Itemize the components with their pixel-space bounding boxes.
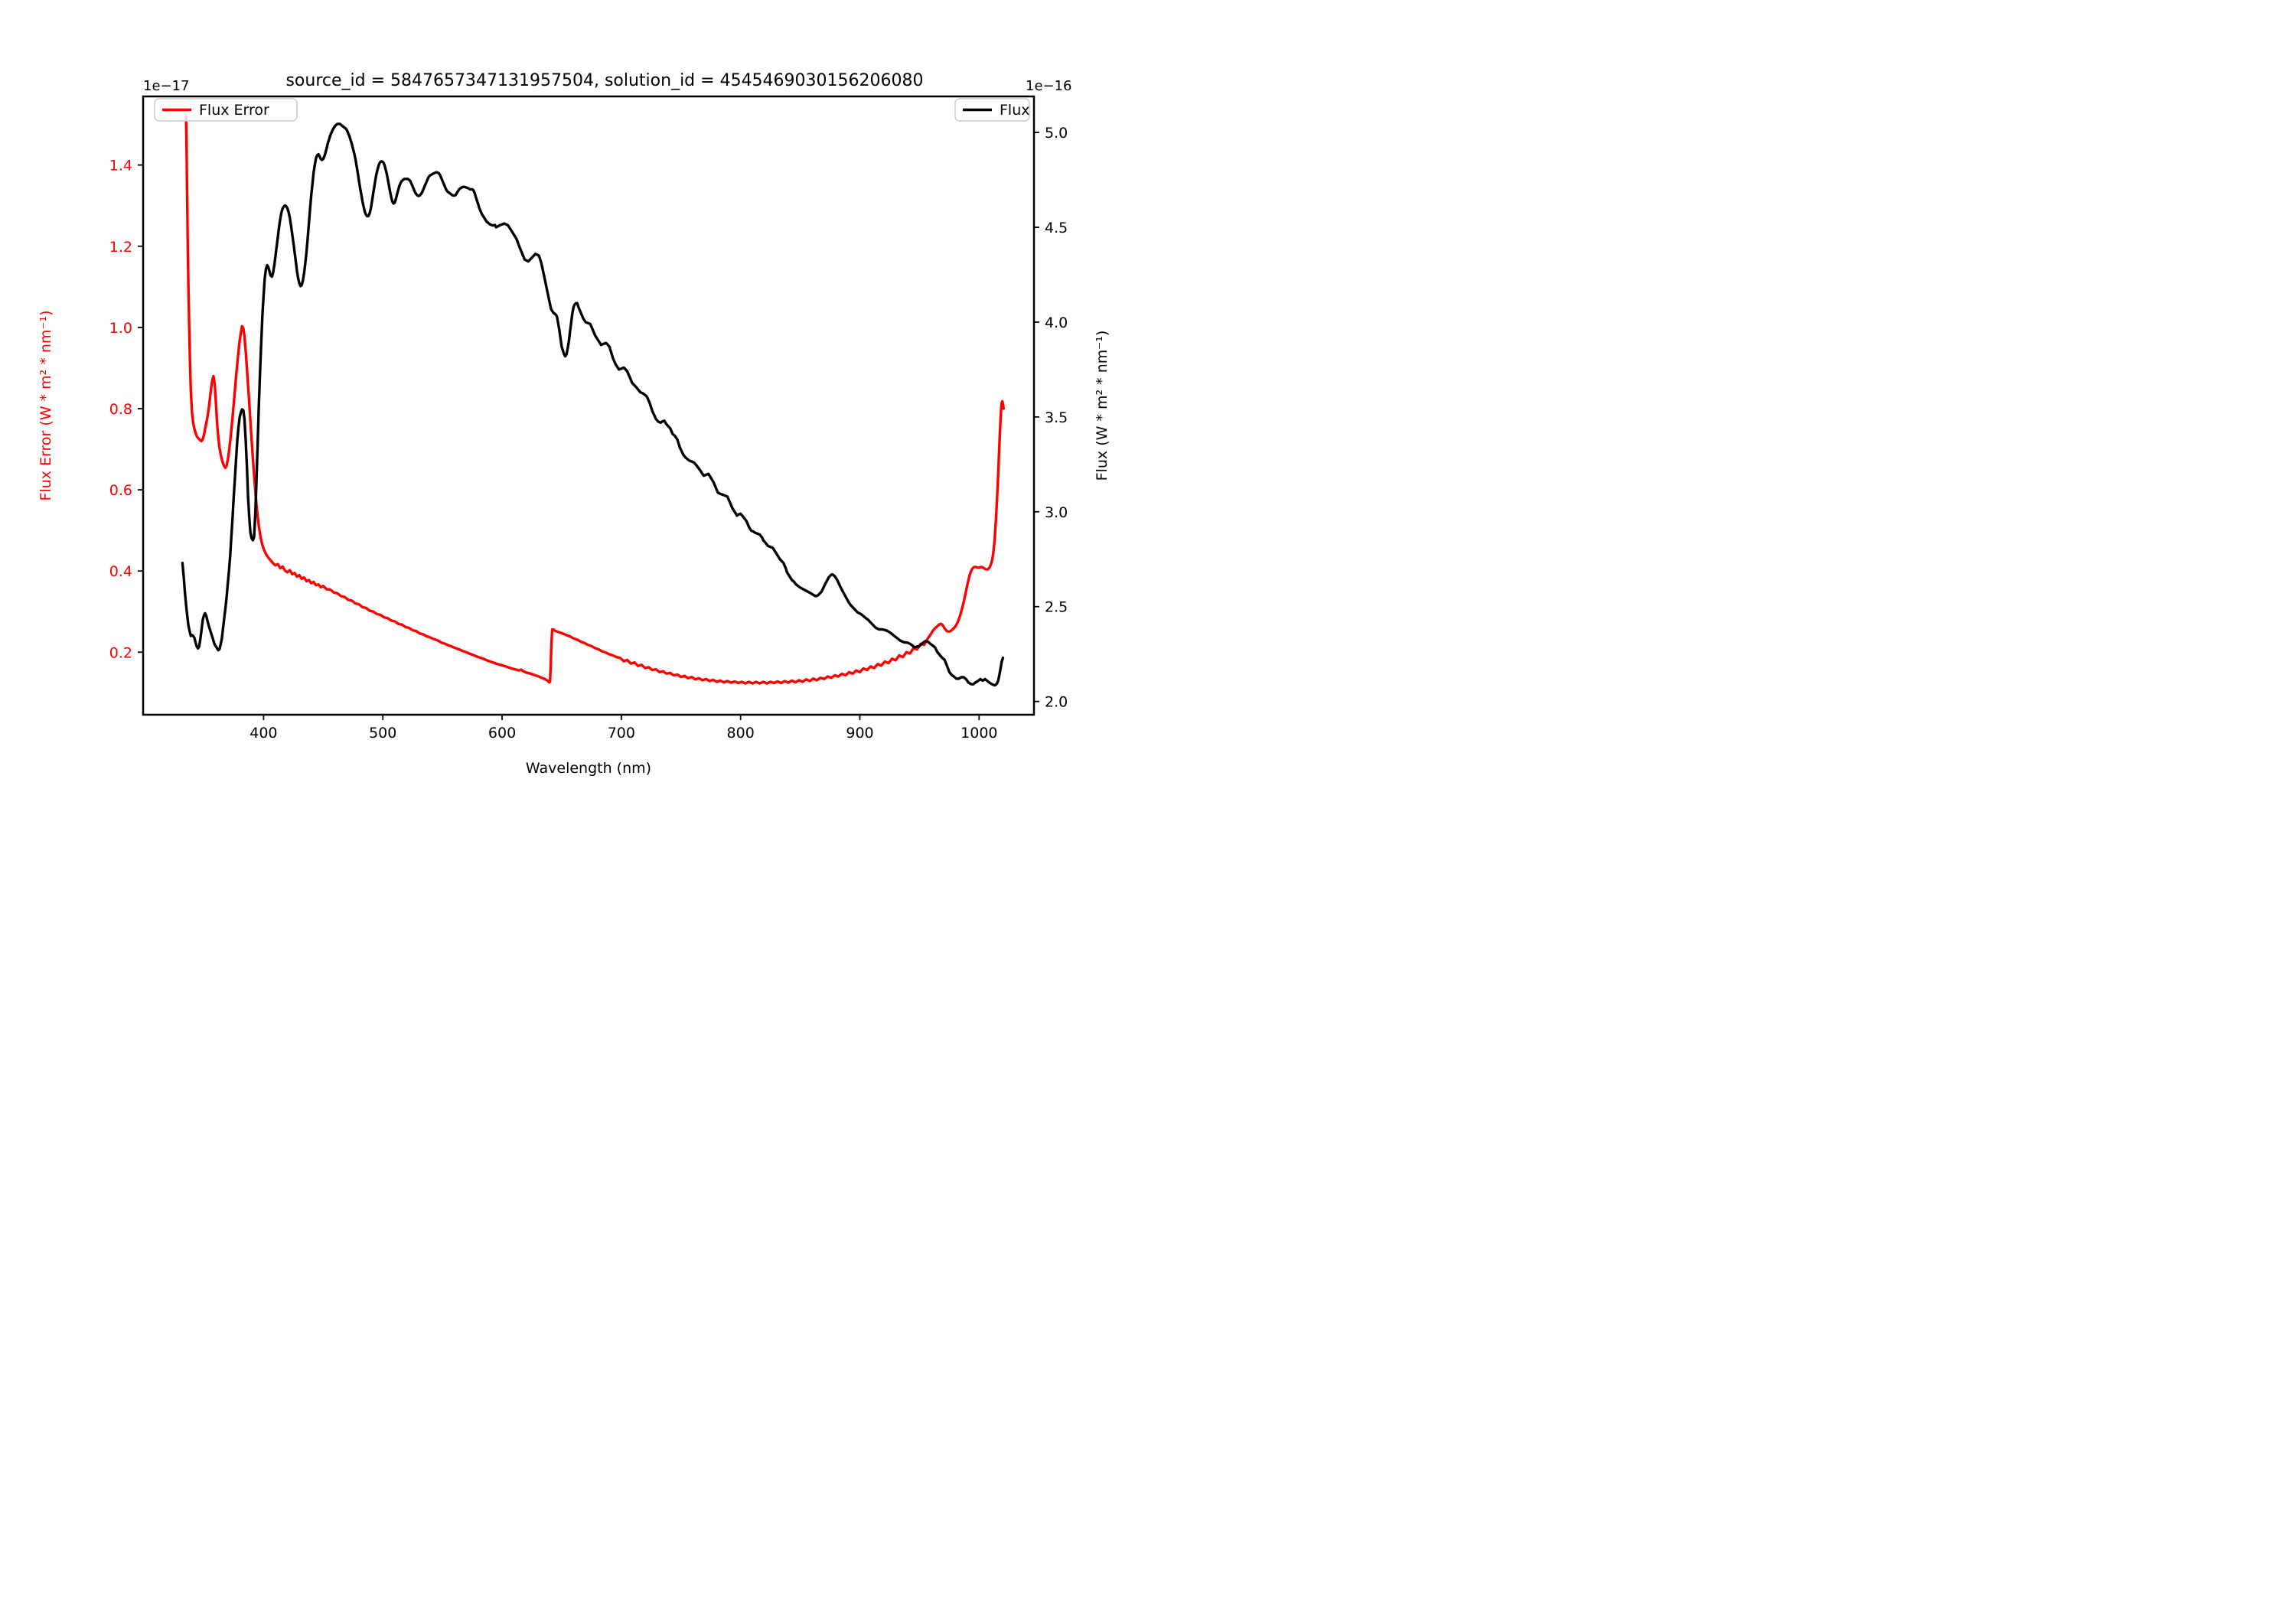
right-y-tick-label: 3.0 <box>1045 504 1068 521</box>
right-y-tick-label: 4.5 <box>1045 220 1068 236</box>
series-line-flux <box>181 122 1005 687</box>
series-line-flux-error <box>184 115 1006 685</box>
plot-area: 400 500 600 700 800 900 1000 0.2 0.4 0.6 0.8 1.0 1.2… <box>109 115 1068 742</box>
legend-flux-frame <box>954 98 1030 122</box>
left-y-tick-label: 1.2 <box>109 239 132 256</box>
legend-flux-error-frame <box>154 98 298 122</box>
right-y-tick-label: 5.0 <box>1045 125 1068 142</box>
right-y-tick-label: 3.5 <box>1045 409 1068 426</box>
left-y-tick-label: 0.8 <box>109 401 132 418</box>
spectrum-chart: 400 500 600 700 800 900 1000 0.2 0.4 0.6 0.8 1.0 1.2… <box>38 71 1110 777</box>
x-tick-label: 800 <box>727 725 755 742</box>
left-y-tick-label: 1.4 <box>109 158 132 174</box>
plot-border <box>142 95 1035 716</box>
x-tick-label: 1000 <box>960 725 997 742</box>
x-tick-label: 500 <box>369 725 396 742</box>
right-y-tick-label: 2.5 <box>1045 599 1068 616</box>
x-tick-label: 600 <box>488 725 516 742</box>
x-axis-label: Wavelength (nm) <box>526 760 651 777</box>
right-y-tick-label: 2.0 <box>1045 694 1068 711</box>
left-axis-offset-text: 1e−17 <box>143 78 190 94</box>
left-y-axis-label: Flux Error (W * m² * nm⁻¹) <box>38 311 54 501</box>
left-y-tick-label: 0.4 <box>109 563 132 580</box>
x-tick-label: 700 <box>608 725 635 742</box>
legend-flux-error-label: Flux Error <box>199 102 269 119</box>
left-y-tick-label: 1.0 <box>109 320 132 337</box>
x-tick-label: 400 <box>249 725 277 742</box>
right-y-axis-label: Flux (W * m² * nm⁻¹) <box>1094 331 1110 481</box>
left-y-tick-label: 0.2 <box>109 644 132 661</box>
legend-flux-error: Flux Error <box>154 98 298 122</box>
legend-flux: Flux <box>954 98 1030 122</box>
left-y-tick-label: 0.6 <box>109 482 132 499</box>
x-tick-label: 900 <box>846 725 873 742</box>
chart-title: source_id = 5847657347131957504, solutio… <box>285 71 923 90</box>
right-y-tick-label: 4.0 <box>1045 315 1068 331</box>
figure-window: 400 500 600 700 800 900 1000 0.2 0.4 0.6 0.8 1.0 1.2… <box>0 0 1148 804</box>
right-axis-offset-text: 1e−16 <box>1026 78 1072 94</box>
legend-flux-label: Flux <box>1000 102 1030 119</box>
